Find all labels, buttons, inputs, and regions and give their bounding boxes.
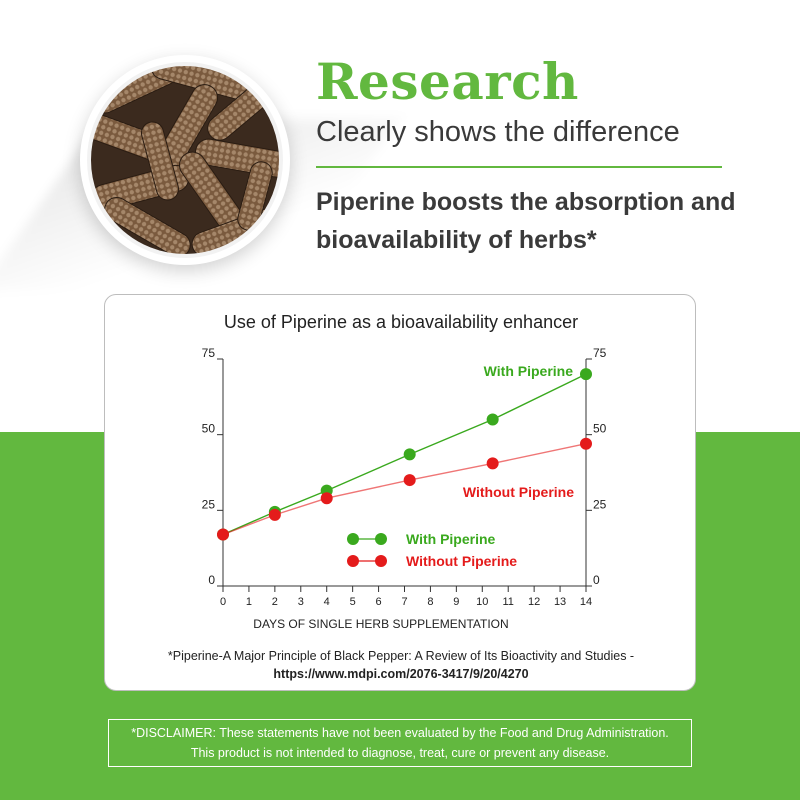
x-tick-label: 7 [401, 596, 407, 608]
divider [316, 166, 722, 168]
x-tick-label: 1 [246, 596, 252, 608]
x-tick-label: 9 [453, 596, 459, 608]
x-tick-label: 10 [476, 596, 488, 608]
x-tick-label: 2 [272, 596, 278, 608]
data-point-with-piperine [403, 448, 416, 461]
chart-card: Use of Piperine as a bioavailability enh… [104, 294, 696, 691]
disclaimer-line-2: This product is not intended to diagnose… [190, 746, 610, 760]
data-point-without-piperine [403, 474, 416, 487]
y-tick-label: 50 [202, 422, 216, 436]
x-tick-label: 8 [427, 596, 433, 608]
x-axis-label: DAYS OF SINGLE HERB SUPPLEMENTATION [253, 617, 508, 631]
legend-marker-without-piperine [347, 555, 359, 567]
series-line-with-piperine [222, 373, 587, 536]
y-tick-label: 0 [208, 573, 215, 587]
right-y-tick-label: 50 [593, 422, 607, 436]
x-tick-label: 14 [580, 596, 592, 608]
disclaimer-line-1: *DISCLAIMER: These statements have not b… [131, 726, 669, 740]
page-title: Research [316, 52, 579, 111]
legend-label-with-piperine: With Piperine [406, 531, 496, 547]
data-point-with-piperine [486, 413, 499, 426]
annotation-without-piperine: Without Piperine [463, 484, 574, 500]
claim-text: Piperine boosts the absorption and bioav… [316, 188, 736, 254]
x-tick-label: 13 [554, 596, 566, 608]
x-tick-label: 5 [350, 596, 356, 608]
citation: *Piperine-A Major Principle of Black Pep… [113, 647, 689, 683]
x-tick-label: 6 [376, 596, 382, 608]
right-y-tick-label: 25 [593, 497, 607, 511]
long-pepper-illustration [87, 62, 283, 258]
data-point-without-piperine [217, 528, 229, 541]
data-point-without-piperine [268, 508, 281, 521]
legend-label-without-piperine: Without Piperine [406, 553, 517, 569]
disclaimer-box: *DISCLAIMER: These statements have not b… [108, 719, 692, 767]
citation-url: https://www.mdpi.com/2076-3417/9/20/4270 [273, 667, 529, 681]
x-tick-label: 12 [528, 596, 540, 608]
legend-marker-without-piperine [375, 555, 387, 567]
citation-text: *Piperine-A Major Principle of Black Pep… [167, 649, 635, 663]
data-point-with-piperine [580, 368, 592, 381]
chart-series [217, 368, 592, 541]
series-line-without-piperine [222, 443, 587, 536]
legend-marker-with-piperine [347, 533, 359, 545]
x-tick-label: 0 [220, 596, 226, 608]
x-tick-label: 4 [324, 596, 330, 608]
y-tick-label: 25 [202, 497, 216, 511]
legend-marker-with-piperine [375, 533, 387, 545]
long-pepper-bowl-image [80, 55, 290, 265]
y-tick-label: 75 [202, 346, 216, 360]
page-subtitle: Clearly shows the difference [316, 116, 680, 148]
annotation-with-piperine: With Piperine [484, 363, 574, 379]
x-tick-label: 3 [298, 596, 304, 608]
right-y-tick-label: 0 [593, 573, 600, 587]
data-point-without-piperine [486, 457, 499, 470]
line-chart: Use of Piperine as a bioavailability enh… [202, 312, 607, 631]
chart-annotations: With Piperine Without Piperine [463, 363, 574, 500]
chart-title: Use of Piperine as a bioavailability enh… [224, 312, 578, 332]
x-tick-label: 11 [503, 596, 514, 608]
chart-legend: With Piperine Without Piperine [347, 531, 517, 569]
data-point-without-piperine [320, 492, 333, 505]
right-y-tick-label: 75 [593, 346, 607, 360]
data-point-without-piperine [580, 437, 592, 450]
